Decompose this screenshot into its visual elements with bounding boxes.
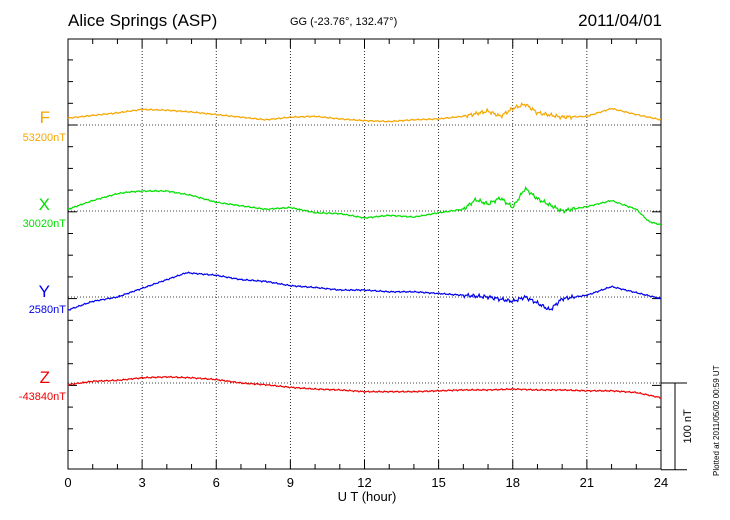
scale-bar: 100 nT	[661, 382, 694, 471]
date-label: 2011/04/01	[578, 11, 662, 30]
component-label-z: Z	[39, 368, 50, 387]
x-tick-label: 24	[654, 475, 668, 490]
station-coordinates: GG (-23.76°, 132.47°)	[290, 16, 398, 28]
plot-frame	[67, 38, 662, 470]
scale-bar-label: 100 nT	[682, 409, 694, 444]
x-tick-label: 6	[213, 475, 220, 490]
x-axis-label: U T (hour)	[338, 489, 397, 504]
x-tick-label: 18	[506, 475, 520, 490]
x-tick-label: 3	[139, 475, 146, 490]
component-label-y: Y	[38, 282, 50, 301]
x-tick-label: 15	[431, 475, 445, 490]
component-label-x: X	[38, 195, 50, 214]
series-line-x	[68, 185, 662, 226]
component-label-f: F	[39, 108, 50, 127]
x-tick-label: 12	[357, 475, 371, 490]
baseline-label-f: 53200nT	[22, 132, 66, 144]
x-tick-label: 21	[580, 475, 594, 490]
baseline-label-y: 2580nT	[28, 304, 66, 316]
plot-border	[67, 38, 662, 470]
plotted-timestamp: Plotted at 2011/05/02 00:59 UT	[712, 365, 721, 476]
series-line-f	[67, 101, 662, 123]
series-group	[67, 101, 662, 399]
axis-ticks	[67, 39, 662, 469]
x-tick-label: 9	[287, 475, 294, 490]
baseline-label-x: 30020nT	[22, 218, 66, 230]
baseline-label-z: -43840nT	[18, 391, 66, 403]
station-title: Alice Springs (ASP)	[68, 11, 218, 30]
x-tick-labels: 0 3 6 9 12 15 18 21 24	[64, 475, 668, 490]
x-tick-label: 0	[64, 475, 71, 490]
grid-lines	[68, 39, 661, 469]
series-line-y	[68, 271, 662, 311]
series-line-z	[67, 375, 662, 399]
